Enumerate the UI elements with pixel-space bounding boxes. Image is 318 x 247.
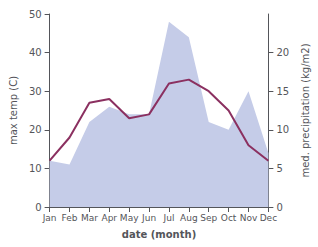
svg-text:0: 0	[276, 202, 282, 213]
svg-text:15: 15	[276, 86, 289, 97]
svg-text:max temp (C): max temp (C)	[8, 76, 19, 145]
svg-text:Jul: Jul	[163, 213, 175, 223]
svg-text:20: 20	[276, 47, 289, 58]
svg-text:Jan: Jan	[42, 213, 57, 223]
svg-text:0: 0	[35, 202, 41, 213]
svg-text:Aug: Aug	[180, 213, 198, 223]
svg-text:Mar: Mar	[81, 213, 98, 223]
svg-text:Dec: Dec	[260, 213, 277, 223]
svg-text:Jun: Jun	[141, 213, 156, 223]
svg-text:May: May	[120, 213, 139, 223]
svg-text:Feb: Feb	[62, 213, 78, 223]
svg-text:40: 40	[29, 47, 42, 58]
svg-text:Apr: Apr	[101, 213, 117, 223]
svg-text:Sep: Sep	[200, 213, 217, 223]
svg-text:10: 10	[276, 124, 289, 135]
svg-text:10: 10	[29, 163, 42, 174]
svg-text:date (month): date (month)	[122, 229, 196, 240]
svg-text:30: 30	[29, 86, 42, 97]
svg-text:50: 50	[29, 9, 42, 20]
svg-text:med. precipitation (kg/m2): med. precipitation (kg/m2)	[300, 43, 311, 177]
svg-text:Nov: Nov	[240, 213, 258, 223]
svg-text:5: 5	[276, 163, 282, 174]
svg-text:20: 20	[29, 124, 42, 135]
svg-text:Oct: Oct	[221, 213, 237, 223]
